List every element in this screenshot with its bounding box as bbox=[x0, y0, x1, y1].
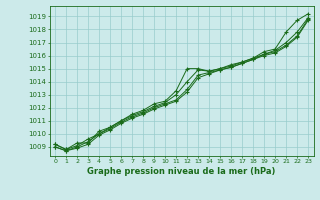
X-axis label: Graphe pression niveau de la mer (hPa): Graphe pression niveau de la mer (hPa) bbox=[87, 167, 276, 176]
